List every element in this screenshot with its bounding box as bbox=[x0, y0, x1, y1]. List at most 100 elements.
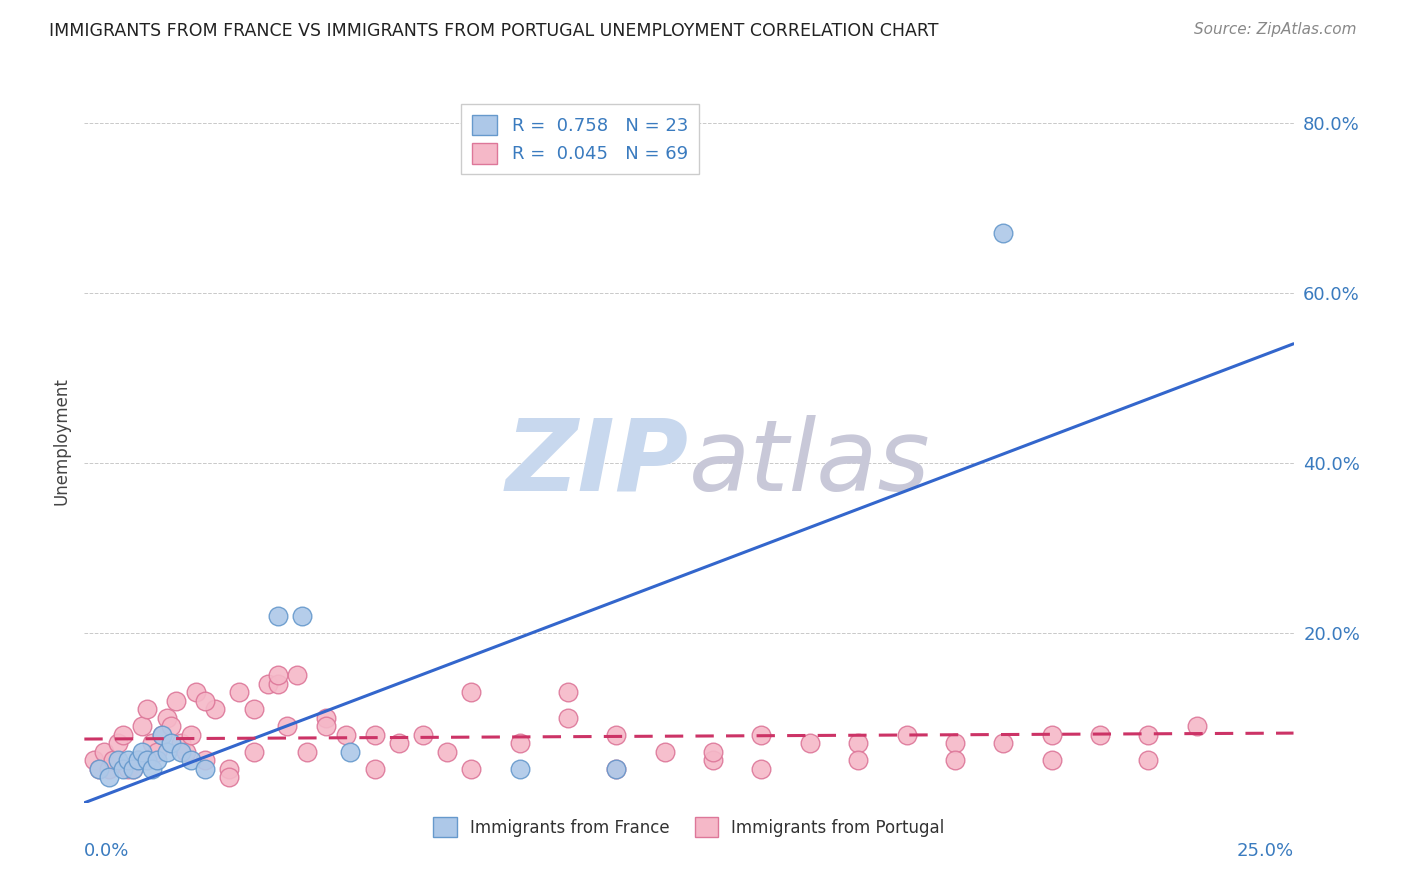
Point bbox=[460, 762, 482, 776]
Text: 25.0%: 25.0% bbox=[1236, 842, 1294, 860]
Point bbox=[799, 736, 821, 750]
Point bbox=[127, 753, 149, 767]
Point bbox=[257, 677, 280, 691]
Point bbox=[180, 728, 202, 742]
Point bbox=[315, 711, 337, 725]
Point bbox=[136, 702, 159, 716]
Point bbox=[103, 753, 125, 767]
Point bbox=[117, 762, 139, 776]
Point bbox=[150, 728, 173, 742]
Point bbox=[97, 762, 120, 776]
Text: ZIP: ZIP bbox=[506, 415, 689, 512]
Legend: Immigrants from France, Immigrants from Portugal: Immigrants from France, Immigrants from … bbox=[425, 809, 953, 845]
Point bbox=[194, 753, 217, 767]
Point bbox=[436, 745, 458, 759]
Point bbox=[97, 770, 120, 784]
Point bbox=[93, 745, 115, 759]
Point bbox=[87, 762, 110, 776]
Point bbox=[83, 753, 105, 767]
Point bbox=[993, 227, 1015, 241]
Point bbox=[242, 745, 264, 759]
Point bbox=[460, 685, 482, 699]
Point bbox=[141, 762, 163, 776]
Point bbox=[141, 736, 163, 750]
Point bbox=[509, 736, 531, 750]
Text: 0.0%: 0.0% bbox=[84, 842, 129, 860]
Point bbox=[943, 753, 966, 767]
Point bbox=[112, 728, 135, 742]
Point bbox=[155, 745, 177, 759]
Point bbox=[654, 745, 676, 759]
Point bbox=[131, 745, 153, 759]
Point bbox=[107, 736, 129, 750]
Point bbox=[363, 728, 385, 742]
Point bbox=[702, 745, 724, 759]
Point bbox=[1137, 728, 1160, 742]
Point bbox=[557, 685, 579, 699]
Point bbox=[170, 736, 193, 750]
Point bbox=[204, 702, 226, 716]
Point bbox=[127, 753, 149, 767]
Point bbox=[87, 762, 110, 776]
Point bbox=[194, 762, 217, 776]
Point bbox=[1137, 753, 1160, 767]
Point bbox=[146, 745, 169, 759]
Point bbox=[751, 762, 773, 776]
Point bbox=[339, 745, 361, 759]
Point bbox=[180, 753, 202, 767]
Point bbox=[509, 762, 531, 776]
Point bbox=[150, 728, 173, 742]
Point bbox=[184, 685, 207, 699]
Point bbox=[388, 736, 411, 750]
Point bbox=[1040, 728, 1063, 742]
Point bbox=[107, 753, 129, 767]
Point bbox=[267, 608, 290, 623]
Point bbox=[267, 677, 290, 691]
Point bbox=[160, 736, 183, 750]
Point bbox=[1040, 753, 1063, 767]
Point bbox=[276, 719, 298, 733]
Point bbox=[846, 753, 869, 767]
Point bbox=[605, 728, 627, 742]
Point bbox=[121, 762, 143, 776]
Point bbox=[267, 668, 290, 682]
Text: atlas: atlas bbox=[689, 415, 931, 512]
Point bbox=[242, 702, 264, 716]
Point bbox=[218, 770, 240, 784]
Point bbox=[557, 711, 579, 725]
Point bbox=[412, 728, 434, 742]
Point bbox=[363, 762, 385, 776]
Point bbox=[702, 753, 724, 767]
Point bbox=[155, 711, 177, 725]
Y-axis label: Unemployment: Unemployment bbox=[52, 377, 70, 506]
Point bbox=[335, 728, 357, 742]
Point bbox=[896, 728, 918, 742]
Point bbox=[285, 668, 308, 682]
Point bbox=[146, 753, 169, 767]
Point bbox=[165, 694, 187, 708]
Point bbox=[228, 685, 250, 699]
Text: Source: ZipAtlas.com: Source: ZipAtlas.com bbox=[1194, 22, 1357, 37]
Point bbox=[136, 753, 159, 767]
Point bbox=[846, 736, 869, 750]
Point bbox=[112, 762, 135, 776]
Point bbox=[943, 736, 966, 750]
Point bbox=[605, 762, 627, 776]
Text: IMMIGRANTS FROM FRANCE VS IMMIGRANTS FROM PORTUGAL UNEMPLOYMENT CORRELATION CHAR: IMMIGRANTS FROM FRANCE VS IMMIGRANTS FRO… bbox=[49, 22, 939, 40]
Point bbox=[1185, 719, 1208, 733]
Point bbox=[194, 694, 217, 708]
Point bbox=[751, 728, 773, 742]
Point bbox=[121, 762, 143, 776]
Point bbox=[131, 719, 153, 733]
Point bbox=[295, 745, 318, 759]
Point bbox=[291, 608, 314, 623]
Point bbox=[117, 753, 139, 767]
Point bbox=[170, 745, 193, 759]
Point bbox=[1088, 728, 1111, 742]
Point bbox=[315, 719, 337, 733]
Point bbox=[174, 745, 197, 759]
Point bbox=[605, 762, 627, 776]
Point bbox=[993, 736, 1015, 750]
Point bbox=[160, 719, 183, 733]
Point bbox=[218, 762, 240, 776]
